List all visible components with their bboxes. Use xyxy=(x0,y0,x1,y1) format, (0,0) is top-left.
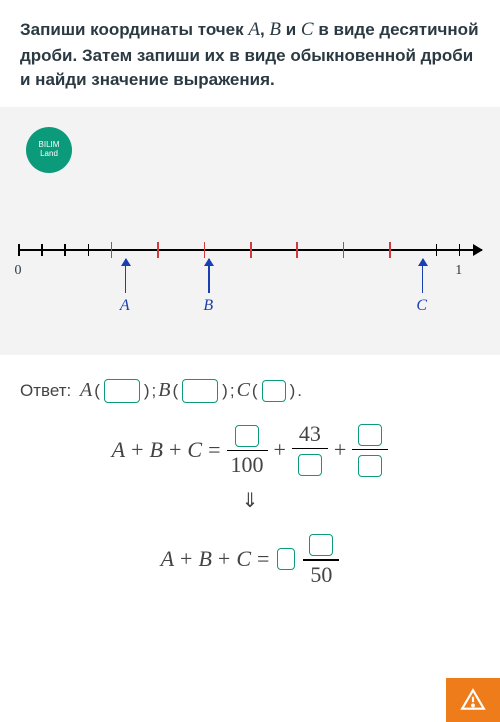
tick-black xyxy=(459,244,461,256)
task-text: Запиши координаты точек A, B и C в виде … xyxy=(0,0,500,107)
open-paren: ( xyxy=(94,381,100,401)
point-label-b: B xyxy=(203,297,213,315)
tick-red xyxy=(157,242,159,258)
task-part1: Запиши координаты точек xyxy=(20,20,248,39)
eq1-frac3 xyxy=(352,421,388,478)
input-frac2-den[interactable] xyxy=(298,454,322,476)
eq1-c: C xyxy=(187,437,202,463)
point-arrow-b xyxy=(208,259,210,293)
tick-black xyxy=(18,244,20,256)
tick-red xyxy=(250,242,252,258)
warning-icon xyxy=(460,687,486,713)
numberline-panel: BILIM Land 0 1 A xyxy=(0,107,500,355)
tick-red xyxy=(389,242,391,258)
eq1-frac1: 100 xyxy=(227,422,268,477)
equation-1: A + B + C = 100 + 43 + xyxy=(20,421,480,478)
plus: + xyxy=(218,546,230,572)
equals: = xyxy=(257,546,269,572)
eq1-frac1-den: 100 xyxy=(227,453,268,477)
tick-black xyxy=(41,244,43,256)
tick-red xyxy=(296,242,298,258)
tick-black xyxy=(64,244,66,256)
equals: = xyxy=(208,437,220,463)
input-result-num[interactable] xyxy=(309,534,333,556)
close-paren: ) xyxy=(290,381,296,401)
plus: + xyxy=(169,437,181,463)
equation-2: A + B + C = 50 xyxy=(20,531,480,586)
axis: 0 1 A B C xyxy=(18,249,482,251)
eq2-a: A xyxy=(161,546,174,572)
eq2-b: B xyxy=(198,546,211,572)
task-var-b: B xyxy=(269,19,281,40)
plus: + xyxy=(180,546,192,572)
input-frac3-den[interactable] xyxy=(358,455,382,477)
plus: + xyxy=(334,437,346,463)
badge-line2: Land xyxy=(39,150,60,159)
input-frac3-num[interactable] xyxy=(358,424,382,446)
task-sep1: , xyxy=(260,20,269,39)
answer-line: Ответ: A( ); B( ); C( ). xyxy=(20,379,480,403)
eq2-frac: 50 xyxy=(303,531,339,586)
eq1-frac2: 43 xyxy=(292,422,328,477)
input-frac1-num[interactable] xyxy=(235,425,259,447)
plus: + xyxy=(274,437,286,463)
close-paren: ) xyxy=(144,381,150,401)
tick-red xyxy=(343,242,345,258)
open-paren: ( xyxy=(252,381,258,401)
eq1-a: A xyxy=(112,437,125,463)
input-b-decimal[interactable] xyxy=(182,379,218,403)
tick-black xyxy=(436,244,438,256)
semicolon: ; xyxy=(152,381,157,401)
axis-arrowhead xyxy=(473,244,483,256)
task-var-a: A xyxy=(248,19,260,40)
eq2-c: C xyxy=(236,546,251,572)
axis-label-1: 1 xyxy=(455,263,462,279)
down-arrow-icon: ⇓ xyxy=(20,488,480,513)
task-sep2: и xyxy=(281,20,301,39)
input-whole[interactable] xyxy=(277,548,295,570)
point-label-a: A xyxy=(120,297,130,315)
close-paren: ) xyxy=(222,381,228,401)
eq1-b: B xyxy=(150,437,163,463)
input-a-decimal[interactable] xyxy=(104,379,140,403)
ans-var-a: A xyxy=(80,379,92,402)
task-var-c: C xyxy=(301,19,314,40)
bilim-badge: BILIM Land xyxy=(26,127,72,173)
input-c-decimal[interactable] xyxy=(262,380,286,402)
report-button[interactable] xyxy=(446,678,500,722)
answer-block: Ответ: A( ); B( ); C( ). A + B + C = 100… xyxy=(0,355,500,597)
eq2-frac-den: 50 xyxy=(306,563,336,587)
axis-label-0: 0 xyxy=(15,263,22,279)
tick-red xyxy=(111,242,113,258)
point-arrow-c xyxy=(422,259,424,293)
eq1-frac2-num: 43 xyxy=(295,422,325,446)
ans-var-c: C xyxy=(237,379,250,402)
point-arrow-a xyxy=(125,259,127,293)
tick-black xyxy=(88,244,90,256)
ans-var-b: B xyxy=(158,379,170,402)
answer-label: Ответ: xyxy=(20,381,71,401)
open-paren: ( xyxy=(173,381,179,401)
tick-red xyxy=(204,242,206,258)
plus: + xyxy=(131,437,143,463)
period: . xyxy=(297,381,302,401)
numberline: 0 1 A B C xyxy=(18,249,482,251)
point-label-c: C xyxy=(416,297,427,315)
semicolon: ; xyxy=(230,381,235,401)
